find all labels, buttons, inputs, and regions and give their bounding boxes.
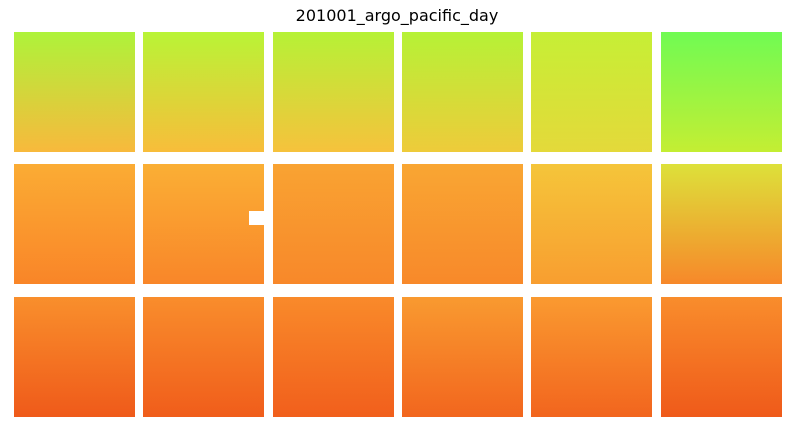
- missing-data-patch: [249, 211, 265, 225]
- heatmap-panel-r0-c4: [531, 32, 652, 152]
- heatmap-panel-r1-c3: [402, 164, 523, 284]
- heatmap-panel-r2-c3: [402, 297, 523, 417]
- heatmap-panel-r2-c4: [531, 297, 652, 417]
- heatmap-panel-r1-c0: [14, 164, 135, 284]
- heatmap-panel-r0-c2: [273, 32, 394, 152]
- heatmap-panel-r1-c4: [531, 164, 652, 284]
- heatmap-panel-r0-c3: [402, 32, 523, 152]
- heatmap-panel-r0-c1: [143, 32, 264, 152]
- heatmap-panel-r1-c2: [273, 164, 394, 284]
- heatmap-panel-r2-c2: [273, 297, 394, 417]
- heatmap-panel-r1-c5: [661, 164, 782, 284]
- heatmap-panel-r2-c1: [143, 297, 264, 417]
- heatmap-panel-r0-c0: [14, 32, 135, 152]
- heatmap-panel-r2-c5: [661, 297, 782, 417]
- heatmap-panel-r2-c0: [14, 297, 135, 417]
- heatmap-panel-r0-c5: [661, 32, 782, 152]
- figure-title: 201001_argo_pacific_day: [295, 6, 499, 25]
- heatmap-panel-r1-c1: [143, 164, 265, 284]
